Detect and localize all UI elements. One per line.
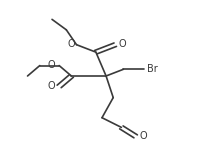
- Text: O: O: [48, 60, 55, 70]
- Text: O: O: [139, 131, 147, 141]
- Text: O: O: [48, 81, 55, 91]
- Text: Br: Br: [147, 63, 158, 74]
- Text: O: O: [67, 39, 75, 49]
- Text: O: O: [119, 39, 126, 49]
